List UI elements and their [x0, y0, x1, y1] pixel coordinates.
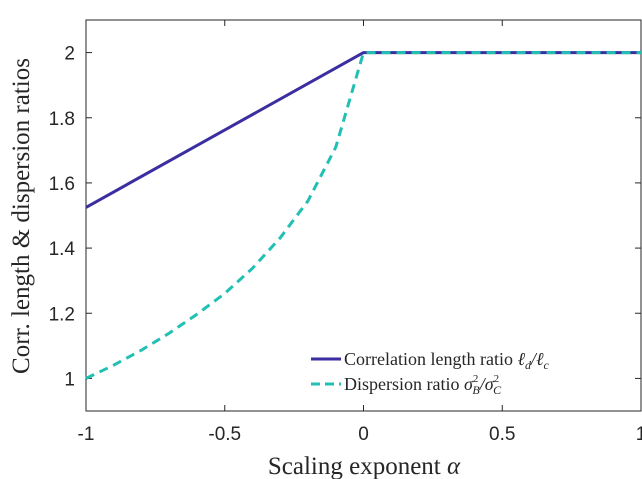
y-tick-label: 1.4: [49, 239, 76, 260]
y-tick-label: 1.2: [49, 304, 75, 325]
y-tick-label: 2: [64, 44, 75, 65]
y-tick-label: 1.8: [49, 109, 75, 130]
series-layer: [85, 51, 641, 380]
legend: Correlation length ratio ℓd/ℓc Dispersio…: [311, 349, 549, 397]
ticks: -1 -0.5 0 0.5 1 1 1.2 1.4 1.6 1.8 2: [49, 20, 642, 445]
series-line-dispersion-ratio: [85, 51, 641, 380]
y-tick-label: 1: [64, 369, 75, 390]
x-tick-label: 0.5: [489, 424, 515, 445]
legend-entry-correlation: Correlation length ratio ℓd/ℓc: [344, 349, 549, 372]
series-line-correlation-ratio: [85, 51, 641, 209]
legend-entry-dispersion: Dispersion ratio σ2 B/σ2 C: [344, 373, 502, 397]
x-axis-label: Scaling exponent α: [268, 453, 461, 479]
x-tick-label: -1: [78, 424, 95, 445]
y-tick-label: 1.6: [49, 174, 75, 195]
x-tick-label: 0: [358, 424, 369, 445]
x-tick-label: 1: [636, 424, 642, 445]
x-tick-label: -0.5: [208, 424, 241, 445]
y-axis-label: Corr. length & dispersion ratios: [8, 58, 35, 374]
